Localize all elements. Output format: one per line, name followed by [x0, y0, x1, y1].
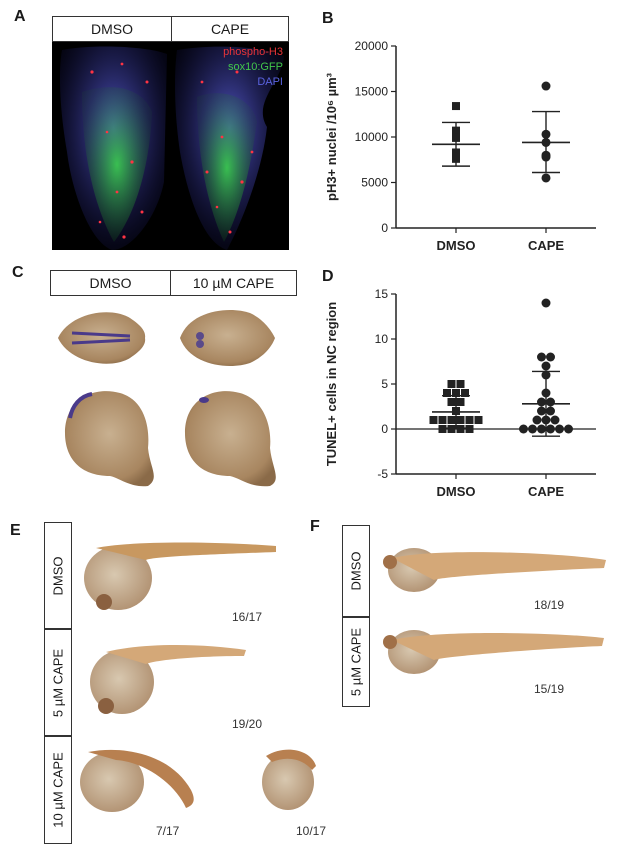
- panel-label-a: A: [14, 8, 26, 25]
- chart-d-point-circle: [537, 406, 546, 416]
- chart-d-point-square: [452, 389, 460, 397]
- panel-f-row-5um: 5 µM CAPE: [342, 617, 370, 707]
- legend-dapi: DAPI: [257, 76, 283, 88]
- phospho-h3-dots: [90, 62, 254, 239]
- chart-d-y-axis-label: TUNEL+ cells in NC region: [324, 302, 339, 466]
- chart-d-point-square: [456, 416, 465, 424]
- chart-d-point-square: [456, 425, 465, 433]
- chart-d-point-circle: [546, 397, 555, 407]
- chart-d-point-square: [447, 398, 456, 406]
- panel-a-header-dmso: DMSO: [52, 16, 172, 42]
- panel-e-row-10um: 10 µM CAPE: [44, 736, 72, 844]
- larva-f-5um: [383, 630, 604, 674]
- chart-d-y-tick-label: 15: [375, 287, 389, 301]
- chart-b-y-tick-label: 5000: [361, 176, 388, 190]
- chart-d-point-square: [465, 425, 474, 433]
- count-e-dmso: 16/17: [232, 610, 263, 624]
- embryo-cape-lateral: [185, 391, 276, 487]
- chart-d-point-square: [465, 416, 474, 424]
- count-f-dmso: 18/19: [534, 598, 565, 612]
- fluorescence-micrograph: phospho-H3 sox10:GFP DAPI: [52, 42, 289, 250]
- chart-d-point-circle: [546, 352, 555, 362]
- chart-d-point-circle: [564, 424, 573, 434]
- chart-d-category-label: CAPE: [528, 484, 564, 499]
- chart-b-point-circle: [541, 173, 551, 183]
- chart-d: -5 0 5 10 15 DMSO CAPE TUNEL+ cells in NC regio…: [324, 287, 596, 499]
- chart-d-point-circle: [546, 424, 555, 434]
- larva-e-10um-b: [262, 749, 316, 810]
- panel-e-row-label: DMSO: [50, 556, 66, 595]
- chart-b-category-label: DMSO: [437, 238, 476, 253]
- panel-c-header-dmso: DMSO: [50, 270, 171, 296]
- chart-d-point-square: [456, 398, 465, 406]
- chart-d-point-circle: [541, 298, 551, 308]
- chart-d-point-circle: [555, 424, 564, 434]
- chart-d-point-circle: [537, 424, 546, 434]
- chart-d-point-circle: [537, 352, 546, 362]
- chart-d-point-square: [429, 416, 438, 424]
- chart-d-point-circle: [519, 424, 528, 434]
- chart-d-point-square: [447, 425, 456, 433]
- chart-d-point-circle: [528, 424, 537, 434]
- chart-d-point-square: [447, 416, 456, 424]
- chart-d-y-tick-label: 10: [375, 332, 389, 346]
- chart-d-point-square: [438, 425, 447, 433]
- chart-b: 0 5000 10000 15000 20000 DMSO CAPE pH3+ nuclei …: [324, 39, 596, 253]
- embryo-cape-dorsal: [180, 309, 275, 367]
- chart-b-y-tick-label: 20000: [355, 39, 389, 53]
- chart-b-y-tick-label: 15000: [355, 85, 389, 99]
- chart-b-point-circle: [541, 81, 551, 91]
- chart-d-category-label: DMSO: [437, 484, 476, 499]
- panel-f-larvae: [383, 548, 606, 674]
- panel-label-d: D: [322, 268, 334, 285]
- panel-e-row-5um: 5 µM CAPE: [44, 629, 72, 736]
- panel-label-f: F: [310, 518, 320, 535]
- chart-d-point-circle: [537, 397, 546, 407]
- chart-d-point-circle: [532, 415, 542, 425]
- legend-sox10-gfp: sox10:GFP: [227, 61, 283, 73]
- panel-label-b: B: [322, 10, 334, 27]
- chart-d-point-square: [456, 380, 465, 388]
- count-e-10um-a: 7/17: [156, 824, 180, 838]
- chart-b-y-tick-label: 0: [381, 221, 388, 235]
- chart-b-category-label: CAPE: [528, 238, 564, 253]
- count-f-5um: 15/19: [534, 682, 565, 696]
- panel-e-row-label: 10 µM CAPE: [50, 752, 66, 828]
- embryo-dmso-dorsal: [58, 312, 146, 364]
- in-situ-embryos: [58, 309, 276, 487]
- chart-d-point-circle: [546, 406, 555, 416]
- panel-a-header-cape: CAPE: [171, 16, 289, 42]
- chart-b-point-square: [452, 102, 460, 111]
- legend-phospho-h3: phospho-H3: [223, 46, 283, 58]
- panel-f-row-label: 5 µM CAPE: [348, 627, 364, 697]
- panel-f-row-dmso: DMSO: [342, 525, 370, 617]
- panel-e-row-dmso: DMSO: [44, 522, 72, 629]
- chart-d-point-square: [438, 416, 447, 424]
- embryo-dmso-lateral: [65, 391, 154, 487]
- chart-d-y-tick-label: 5: [381, 377, 388, 391]
- micrograph-drawing: [59, 46, 284, 250]
- chart-b-y-tick-label: 10000: [355, 130, 389, 144]
- chart-d-point-square: [474, 416, 483, 424]
- chart-d-point-square: [461, 389, 469, 397]
- panel-e-larvae: [80, 542, 316, 812]
- panel-c-header-cape: 10 µM CAPE: [170, 270, 297, 296]
- chart-d-y-tick-label: -5: [377, 467, 388, 481]
- panel-e-row-label: 5 µM CAPE: [50, 648, 66, 717]
- panel-label-c: C: [12, 264, 24, 281]
- chart-d-point-circle: [550, 415, 560, 425]
- chart-d-point-square: [443, 389, 451, 397]
- panel-label-e: E: [10, 522, 21, 539]
- chart-b-y-axis-label: pH3+ nuclei /10⁶ µm³: [324, 72, 339, 201]
- larva-e-5um: [90, 645, 246, 714]
- count-e-5um: 19/20: [232, 717, 263, 731]
- panel-f-row-label: DMSO: [348, 551, 364, 591]
- chart-d-y-tick-label: 0: [381, 422, 388, 436]
- count-e-10um-b: 10/17: [296, 824, 327, 838]
- larva-e-10um-a: [80, 749, 194, 812]
- larva-e-dmso: [84, 542, 276, 610]
- chart-d-point-circle: [541, 361, 551, 371]
- larva-f-dmso: [383, 548, 606, 592]
- chart-d-point-square: [447, 380, 456, 388]
